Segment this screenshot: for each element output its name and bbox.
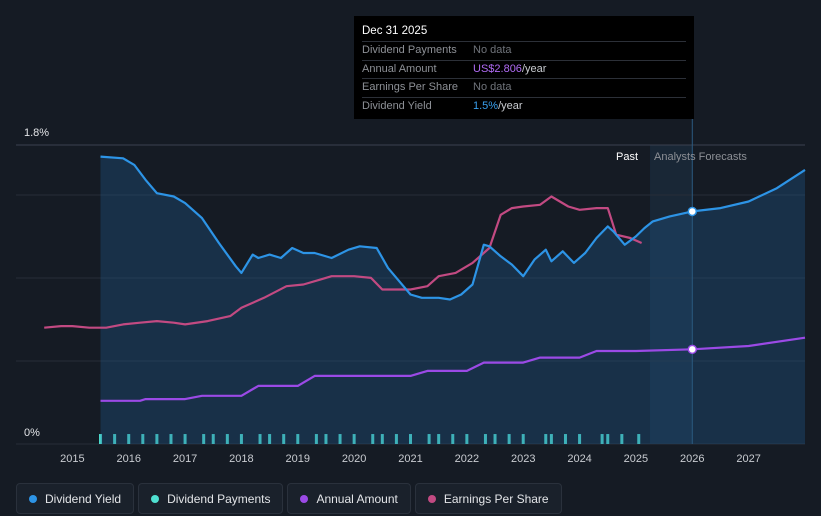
legend-dot-icon — [427, 494, 436, 503]
legend-earnings-per-share[interactable]: Earnings Per Share — [414, 483, 562, 514]
dividend-payment-bar — [606, 434, 610, 444]
dividend-payment-bar — [380, 434, 384, 444]
dividend-payment-bar — [239, 434, 243, 444]
analysts-forecasts-label: Analysts Forecasts — [654, 151, 747, 163]
tooltip-date: Dec 31 2025 — [362, 25, 428, 37]
tooltip-unit: /year — [498, 99, 523, 112]
dividend-payment-bar — [483, 434, 487, 444]
x-tick-label: 2027 — [736, 453, 760, 465]
dividend-yield-area — [100, 156, 805, 444]
annual-amount-marker — [687, 344, 698, 355]
dividend-payment-bar — [268, 434, 272, 444]
tooltip-row-earnings-per-share: Earnings Per Share No data — [362, 78, 686, 97]
x-tick-label: 2025 — [624, 453, 648, 465]
dividend-payment-bar — [563, 434, 567, 444]
x-tick-label: 2026 — [680, 453, 704, 465]
x-tick-label: 2022 — [455, 453, 479, 465]
dividend-payment-bar — [427, 434, 431, 444]
dividend-payment-bar — [549, 434, 553, 444]
past-label: Past — [616, 151, 638, 163]
dividend-payment-bar — [211, 434, 215, 444]
tooltip-label: Dividend Payments — [362, 44, 457, 56]
x-tick-label: 2015 — [60, 453, 84, 465]
x-tick-label: 2016 — [116, 453, 140, 465]
legend-annual-amount[interactable]: Annual Amount — [287, 483, 411, 514]
dividend-payment-bar — [507, 434, 511, 444]
legend: Dividend Yield Dividend Payments Annual … — [16, 483, 562, 514]
dividend-payment-bar — [314, 434, 318, 444]
dividend-payment-bar — [282, 434, 286, 444]
legend-dividend-payments[interactable]: Dividend Payments — [138, 483, 284, 514]
gridlines — [16, 144, 805, 445]
x-tick-label: 2024 — [567, 453, 591, 465]
dividend-payment-bar — [451, 434, 455, 444]
dividend-payment-bar — [296, 434, 300, 444]
tooltip-value: No data — [473, 81, 512, 93]
tooltip-row-dividend-payments: Dividend Payments No data — [362, 41, 686, 60]
x-tick-label: 2018 — [229, 453, 253, 465]
legend-dot-icon — [151, 494, 160, 503]
legend-label: Dividend Payments — [167, 491, 271, 506]
legend-label: Earnings Per Share — [443, 491, 549, 506]
tooltip-value: US$2.806 — [473, 62, 522, 75]
dividend-payment-bar — [394, 434, 398, 444]
dividend-payment-bar — [169, 434, 173, 444]
x-tick-label: 2019 — [286, 453, 310, 465]
annual-amount-line — [100, 336, 806, 402]
dividend-payment-bar — [324, 434, 328, 444]
dividend-payment-bar — [521, 434, 525, 444]
x-tick-label: 2021 — [398, 453, 422, 465]
dividend-payment-bar — [258, 434, 262, 444]
dividend-payment-bar — [99, 434, 103, 444]
y-axis-top-label: 1.8% — [24, 127, 49, 139]
dividend-payment-bar — [127, 434, 131, 444]
legend-dot-icon — [29, 494, 37, 503]
x-tick-label: 2023 — [511, 453, 535, 465]
legend-label: Dividend Yield — [45, 491, 122, 506]
tooltip: Dec 31 2025 Dividend Payments No data An… — [354, 16, 694, 119]
dividend-chart: 2015 2016 2017 2018 2019 2020 2021 2022 2023 2024… — [16, 119, 806, 465]
dividend-payment-bar — [371, 434, 375, 444]
tooltip-row-annual-amount: Annual Amount US$2.806/year — [362, 59, 686, 79]
dividend-payment-bar — [141, 434, 145, 444]
dividend-payment-bar — [225, 434, 229, 444]
dividend-payment-bar — [409, 434, 412, 444]
tooltip-value: No data — [473, 44, 512, 56]
earnings-per-share-line — [44, 195, 643, 329]
y-axis-bottom-label: 0% — [24, 427, 40, 439]
legend-dividend-yield[interactable]: Dividend Yield — [16, 483, 135, 514]
dividend-payment-bar — [113, 434, 117, 444]
dividend-payment-bar — [637, 434, 641, 444]
dividend-payment-bar — [202, 434, 206, 444]
tooltip-value: 1.5% — [473, 99, 499, 112]
x-axis: 2015 2016 2017 2018 2019 2020 2021 2022 2023 2024… — [60, 453, 761, 465]
tooltip-unit: /year — [521, 62, 547, 75]
dividend-payment-bar — [578, 434, 582, 444]
tooltip-label: Annual Amount — [362, 62, 437, 75]
legend-dot-icon — [300, 494, 309, 503]
dividend-payment-bar — [620, 434, 624, 444]
dividend-payment-bar — [338, 434, 342, 444]
dividend-payment-bar — [155, 434, 159, 444]
dividend-payment-bar — [352, 434, 356, 444]
tooltip-label: Dividend Yield — [362, 99, 432, 112]
dividend-yield-line — [100, 155, 806, 301]
dividend-payment-bar — [183, 434, 187, 444]
tooltip-row-dividend-yield: Dividend Yield 1.5%/year — [362, 96, 686, 116]
dividend-payment-bars — [99, 434, 641, 444]
dividend-payment-bar — [544, 434, 548, 444]
tooltip-label: Earnings Per Share — [362, 81, 458, 93]
dividend-payment-bar — [493, 434, 497, 444]
x-tick-label: 2017 — [173, 453, 197, 465]
legend-label: Annual Amount — [316, 491, 398, 506]
dividend-payment-bar — [437, 434, 441, 444]
dividend-payment-bar — [465, 434, 469, 444]
series-lines — [44, 155, 806, 402]
tooltip-markers — [687, 206, 698, 355]
dividend-payment-bar — [600, 434, 604, 444]
x-tick-label: 2020 — [342, 453, 366, 465]
dividend-yield-marker — [687, 206, 698, 217]
